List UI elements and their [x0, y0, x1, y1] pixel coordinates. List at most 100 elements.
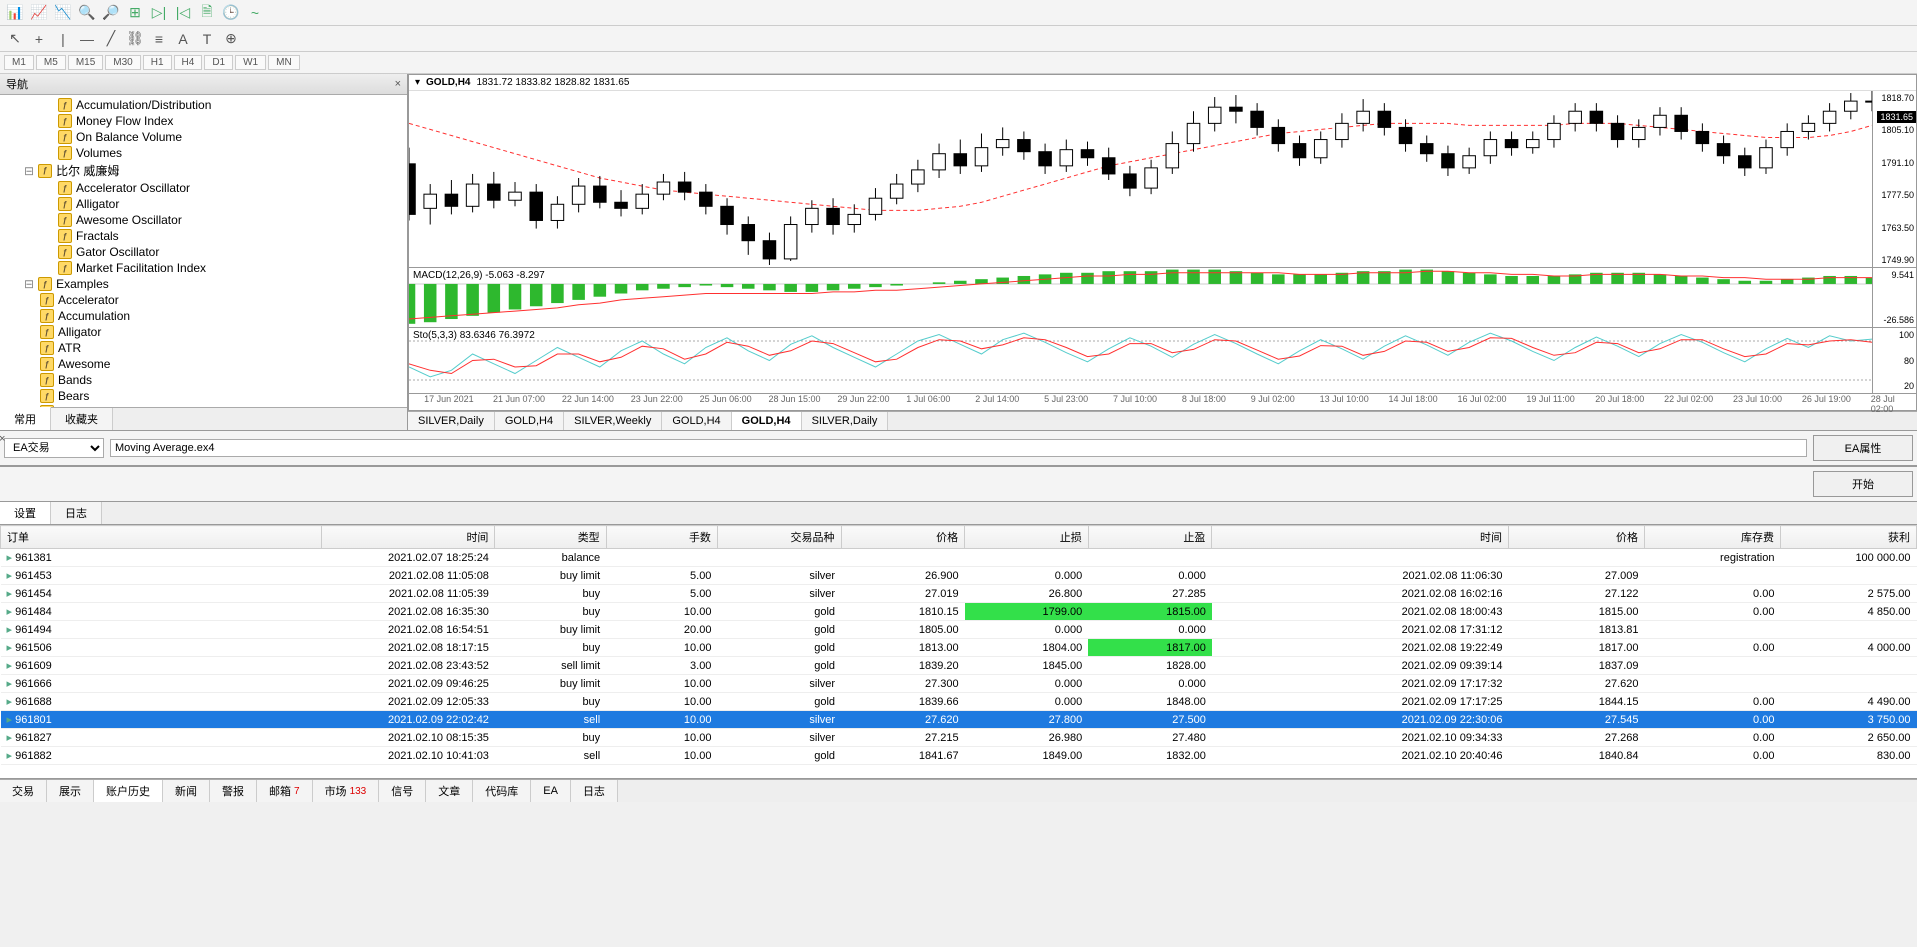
- chart-tab[interactable]: SILVER,Weekly: [564, 412, 662, 430]
- table-row[interactable]: ▸ 9614542021.02.08 11:05:39buy5.00silver…: [1, 585, 1917, 603]
- timeframe-M1[interactable]: M1: [4, 55, 34, 70]
- timeframe-M15[interactable]: M15: [68, 55, 103, 70]
- nav-item[interactable]: ƒAccelerator: [0, 292, 407, 308]
- table-row[interactable]: ▸ 9616662021.02.09 09:46:25buy limit10.0…: [1, 675, 1917, 693]
- toolbar-button[interactable]: 📈: [28, 2, 50, 24]
- timeframe-M5[interactable]: M5: [36, 55, 66, 70]
- toolbar-button[interactable]: ~: [244, 2, 266, 24]
- toolbar-button[interactable]: |: [52, 28, 74, 50]
- terminal-tab[interactable]: 市场133: [313, 780, 380, 802]
- timeframe-H4[interactable]: H4: [174, 55, 203, 70]
- table-row[interactable]: ▸ 9614842021.02.08 16:35:30buy10.00gold1…: [1, 603, 1917, 621]
- table-row[interactable]: ▸ 9616882021.02.09 12:05:33buy10.00gold1…: [1, 693, 1917, 711]
- nav-item[interactable]: ⊟ƒExamples: [0, 276, 407, 292]
- terminal-tab[interactable]: 新闻: [163, 780, 210, 802]
- nav-item[interactable]: ƒMoney Flow Index: [0, 113, 407, 129]
- table-row[interactable]: ▸ 9618012021.02.09 22:02:42sell10.00silv…: [1, 711, 1917, 729]
- toolbar-button[interactable]: +: [28, 28, 50, 50]
- column-header[interactable]: 价格: [841, 526, 965, 549]
- toolbar-button[interactable]: ▷|: [148, 2, 170, 24]
- toolbar-button[interactable]: T: [196, 28, 218, 50]
- nav-item[interactable]: ƒBands: [0, 372, 407, 388]
- column-header[interactable]: 止盈: [1088, 526, 1212, 549]
- nav-item[interactable]: ƒOn Balance Volume: [0, 129, 407, 145]
- terminal-tab[interactable]: 日志: [571, 780, 618, 802]
- nav-tab[interactable]: 常用: [0, 407, 51, 430]
- toolbar-button[interactable]: 📊: [4, 2, 26, 24]
- toolbar-button[interactable]: 🔍: [76, 2, 98, 24]
- terminal-tab[interactable]: 警报: [210, 780, 257, 802]
- table-row[interactable]: ▸ 9613812021.02.07 18:25:24balanceregist…: [1, 549, 1917, 567]
- start-button[interactable]: 开始: [1813, 471, 1913, 497]
- tester-tab[interactable]: 日志: [51, 502, 102, 524]
- column-header[interactable]: 止损: [965, 526, 1089, 549]
- chart-tab[interactable]: SILVER,Daily: [408, 412, 495, 430]
- toolbar-button[interactable]: |◁: [172, 2, 194, 24]
- toolbar-button[interactable]: —: [76, 28, 98, 50]
- terminal-tab[interactable]: 交易: [0, 780, 47, 802]
- nav-item[interactable]: ƒFractals: [0, 228, 407, 244]
- nav-item[interactable]: ƒAccumulation/Distribution: [0, 97, 407, 113]
- ea-type-select[interactable]: EA交易: [4, 438, 104, 458]
- table-row[interactable]: ▸ 9616092021.02.08 23:43:52sell limit3.0…: [1, 657, 1917, 675]
- toolbar-button[interactable]: 📉: [52, 2, 74, 24]
- column-header[interactable]: 类型: [495, 526, 606, 549]
- timeframe-D1[interactable]: D1: [204, 55, 233, 70]
- close-icon[interactable]: ×: [0, 433, 5, 445]
- tester-tab[interactable]: 设置: [0, 502, 51, 524]
- toolbar-button[interactable]: ↖: [4, 28, 26, 50]
- terminal-tab[interactable]: 展示: [47, 780, 94, 802]
- column-header[interactable]: 交易品种: [717, 526, 841, 549]
- nav-item[interactable]: ƒAwesome: [0, 356, 407, 372]
- toolbar-button[interactable]: ╱: [100, 28, 122, 50]
- nav-item[interactable]: ƒAccumulation: [0, 308, 407, 324]
- price-chart[interactable]: 1818.701805.101791.101777.501763.501749.…: [409, 91, 1916, 268]
- chart-tab[interactable]: SILVER,Daily: [802, 412, 889, 430]
- table-row[interactable]: ▸ 9614942021.02.08 16:54:51buy limit20.0…: [1, 621, 1917, 639]
- terminal-tab[interactable]: 文章: [426, 780, 473, 802]
- chart-tab[interactable]: GOLD,H4: [732, 412, 802, 430]
- terminal-tab[interactable]: 信号: [379, 780, 426, 802]
- ea-file-input[interactable]: [110, 439, 1807, 457]
- table-row[interactable]: ▸ 9615062021.02.08 18:17:15buy10.00gold1…: [1, 639, 1917, 657]
- nav-item[interactable]: ƒAlligator: [0, 324, 407, 340]
- timeframe-MN[interactable]: MN: [268, 55, 300, 70]
- nav-item[interactable]: ƒAccelerator Oscillator: [0, 180, 407, 196]
- nav-item[interactable]: ƒBears: [0, 388, 407, 404]
- column-header[interactable]: 订单: [1, 526, 322, 549]
- table-row[interactable]: ▸ 9618822021.02.10 10:41:03sell10.00gold…: [1, 747, 1917, 765]
- terminal-tab[interactable]: EA: [531, 780, 571, 802]
- nav-item[interactable]: ƒVolumes: [0, 145, 407, 161]
- terminal-tab[interactable]: 账户历史: [94, 780, 163, 802]
- chart-tab[interactable]: GOLD,H4: [495, 412, 564, 430]
- macd-panel[interactable]: MACD(12,26,9) -5.063 -8.297 9.541-26.586: [409, 268, 1916, 328]
- column-header[interactable]: 手数: [606, 526, 717, 549]
- column-header[interactable]: 获利: [1780, 526, 1916, 549]
- toolbar-button[interactable]: ⊕: [220, 28, 242, 50]
- history-table[interactable]: 订单时间类型手数交易品种价格止损止盈时间价格库存费获利▸ 9613812021.…: [0, 525, 1917, 765]
- timeframe-W1[interactable]: W1: [235, 55, 266, 70]
- toolbar-button[interactable]: ⛓: [124, 28, 146, 50]
- column-header[interactable]: 库存费: [1645, 526, 1781, 549]
- toolbar-button[interactable]: ⊞: [124, 2, 146, 24]
- toolbar-button[interactable]: 🔎: [100, 2, 122, 24]
- stoch-panel[interactable]: Sto(5,3,3) 83.6346 76.3972 1008020: [409, 328, 1916, 394]
- column-header[interactable]: 价格: [1509, 526, 1645, 549]
- nav-item[interactable]: ƒAwesome Oscillator: [0, 212, 407, 228]
- toolbar-button[interactable]: 🗎: [196, 2, 218, 24]
- terminal-tab[interactable]: 代码库: [473, 780, 531, 802]
- nav-item[interactable]: ƒAlligator: [0, 196, 407, 212]
- toolbar-button[interactable]: ≡: [148, 28, 170, 50]
- toolbar-button[interactable]: A: [172, 28, 194, 50]
- nav-item[interactable]: ⊟ƒ比尔 威廉姆: [0, 161, 407, 180]
- toolbar-button[interactable]: 🕒: [220, 2, 242, 24]
- terminal-tab[interactable]: 邮箱7: [257, 780, 313, 802]
- table-row[interactable]: ▸ 9618272021.02.10 08:15:35buy10.00silve…: [1, 729, 1917, 747]
- nav-item[interactable]: ƒMarket Facilitation Index: [0, 260, 407, 276]
- close-icon[interactable]: ×: [395, 78, 401, 90]
- nav-item[interactable]: ƒATR: [0, 340, 407, 356]
- table-row[interactable]: ▸ 9614532021.02.08 11:05:08buy limit5.00…: [1, 567, 1917, 585]
- chevron-down-icon[interactable]: ▾: [415, 77, 420, 88]
- nav-tab[interactable]: 收藏夹: [51, 408, 113, 430]
- column-header[interactable]: 时间: [1212, 526, 1509, 549]
